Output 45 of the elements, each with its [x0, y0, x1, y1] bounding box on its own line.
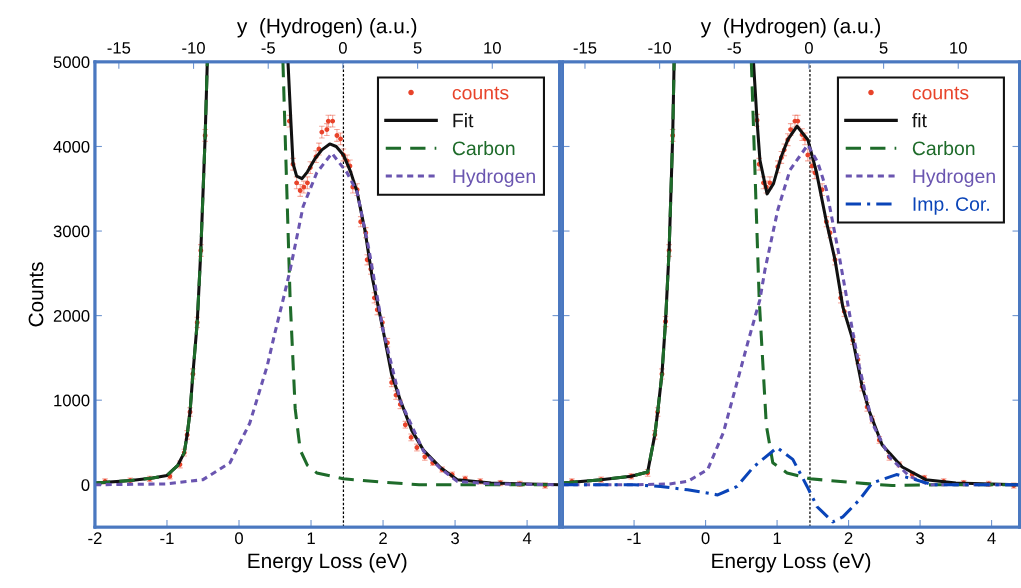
legend-label: Hydrogen [453, 168, 535, 187]
x2-tick-label: -5 [261, 42, 275, 54]
x2-tick-label: -15 [573, 42, 597, 54]
legend-label: counts [912, 86, 969, 100]
x-tick-label: 0 [235, 532, 243, 545]
legend-label: Carbon [912, 140, 975, 156]
y-axis-title: Counts [28, 262, 44, 327]
legend-label: fit [912, 113, 927, 128]
y-tick-label: 3000 [53, 225, 90, 238]
x2-tick-label: 0 [338, 41, 347, 54]
x-tick-label: 4 [522, 532, 532, 544]
legend-label: Hydrogen [913, 168, 995, 187]
x2-tick-label: 0 [804, 41, 813, 54]
x-tick-label: 0 [701, 532, 710, 545]
y-tick-label: 2000 [53, 310, 90, 322]
x-tick-label: 3 [916, 532, 924, 545]
y-tick-label: 1000 [54, 394, 90, 407]
legend-label: Imp. Cor. [913, 197, 989, 215]
legend-label: Carbon [452, 140, 515, 156]
x2-axis-title: y (Hydrogen) (a.u.) [236, 18, 417, 38]
x-tick-label: -1 [627, 532, 641, 544]
y-tick-label: 0 [81, 479, 90, 491]
x2-tick-label: 5 [413, 42, 422, 54]
x-tick-label: -2 [88, 532, 102, 544]
x-tick-label: 3 [451, 532, 459, 545]
y-tick-label: 5000 [53, 56, 90, 69]
x-tick-label: 2 [379, 532, 387, 544]
x2-tick-label: -10 [182, 41, 205, 54]
legend-label: counts [452, 86, 509, 100]
x-tick-label: 1 [307, 532, 315, 544]
x2-tick-label: 10 [950, 41, 967, 54]
x-tick-label: 2 [844, 532, 853, 544]
y-tick-label: 4000 [53, 140, 90, 153]
x-tick-label: 1 [773, 532, 781, 544]
x-tick-label: 4 [987, 532, 996, 544]
x-axis-title: Energy Loss (eV) [248, 552, 407, 573]
x2-tick-label: 10 [484, 41, 501, 54]
x-axis-title: Energy Loss (eV) [712, 552, 871, 573]
x2-axis-title: y (Hydrogen) (a.u.) [700, 18, 881, 38]
x2-tick-label: -5 [727, 42, 741, 54]
x2-tick-label: -15 [107, 42, 131, 54]
x2-tick-label: 5 [879, 42, 888, 54]
x2-tick-label: -10 [648, 41, 672, 54]
x-tick-label: -1 [160, 532, 174, 544]
legend-label: Fit [453, 113, 474, 128]
